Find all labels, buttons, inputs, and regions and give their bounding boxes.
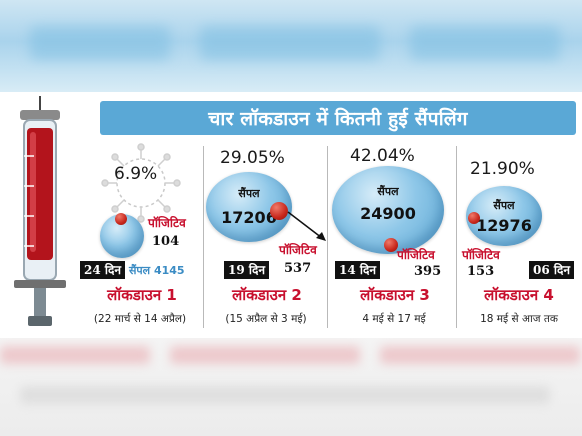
- virus-icon: [101, 143, 181, 223]
- column-divider: [327, 146, 328, 328]
- positive-dot: [384, 238, 398, 252]
- arrow-icon: [287, 211, 326, 241]
- column-divider: [203, 146, 204, 328]
- date-range: (22 मार्च से 14 अप्रैल): [93, 313, 187, 325]
- sample-count: 24900: [360, 204, 416, 223]
- positivity-percent: 6.9%: [114, 164, 158, 184]
- positive-label: पॉजिटिव: [279, 243, 317, 257]
- positivity-percent: 29.05%: [220, 148, 285, 168]
- sample-label: सैंपल: [238, 187, 260, 200]
- lockdown-name: लॉकडाउन 1: [107, 286, 177, 304]
- sample-label: सैंपल: [377, 185, 399, 198]
- positive-count: 104: [152, 234, 180, 249]
- days-badge: 19 दिन: [224, 261, 270, 279]
- lockdown-name: लॉकडाउन 2: [232, 286, 302, 304]
- positive-dot: [468, 212, 480, 224]
- positive-count: 395: [414, 264, 442, 279]
- positive-count: 537: [284, 261, 312, 276]
- date-range: 18 मई से आज तक: [480, 313, 558, 325]
- positive-label: पॉजिटिव: [462, 248, 500, 262]
- days-badge: 06 दिन: [529, 261, 575, 279]
- date-range: 4 मई से 17 मई: [362, 313, 426, 325]
- sample-count: 12976: [476, 216, 532, 235]
- sample-total: सैंपल 4145: [129, 264, 185, 277]
- positive-count: 153: [467, 264, 495, 279]
- syringe-icon: [14, 96, 66, 326]
- positivity-percent: 42.04%: [350, 146, 415, 166]
- page-title: चार लॉकडाउन में कितनी हुई सैंपलिंग: [208, 108, 468, 130]
- lockdown-name: लॉकडाउन 3: [360, 286, 430, 304]
- positivity-percent: 21.90%: [470, 159, 535, 179]
- days-badge: 14 दिन: [335, 261, 381, 279]
- sample-label: सैंपल: [493, 199, 515, 212]
- sample-count: 17206: [221, 208, 277, 227]
- positive-dot: [270, 202, 288, 220]
- positive-label: पॉजिटिव: [148, 216, 186, 230]
- positive-dot: [115, 213, 127, 225]
- title-banner: चार लॉकडाउन में कितनी हुई सैंपलिंग: [100, 101, 576, 135]
- positive-label: पॉजिटिव: [397, 248, 435, 262]
- column-divider: [456, 146, 457, 328]
- days-badge: 24 दिन: [80, 261, 126, 279]
- lockdown-name: लॉकडाउन 4: [484, 286, 554, 304]
- date-range: (15 अप्रैल से 3 मई): [225, 313, 307, 325]
- blurred-top-band: [0, 0, 582, 92]
- blurred-bottom-band: [0, 338, 582, 436]
